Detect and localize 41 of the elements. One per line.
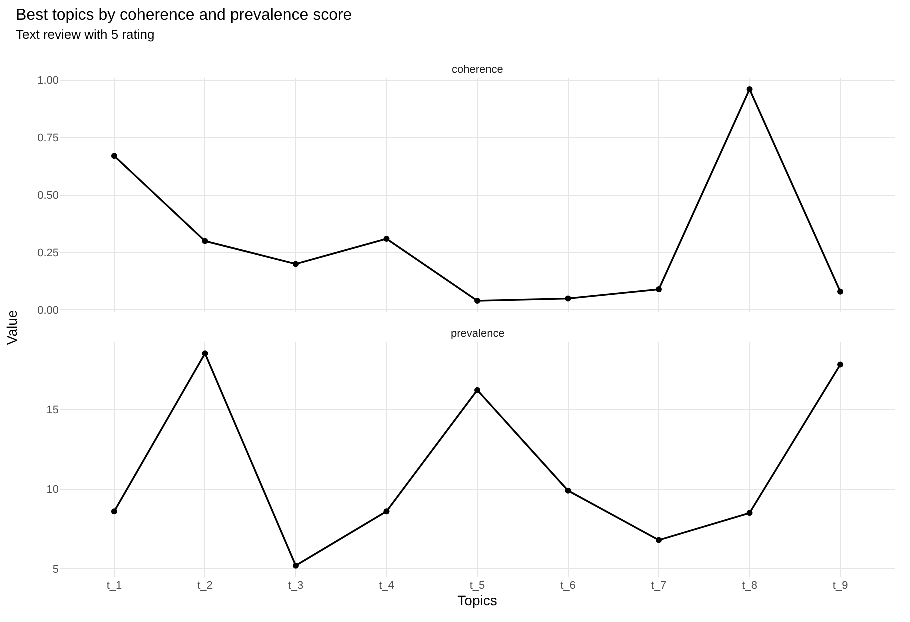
point	[656, 537, 662, 544]
x-tick-label: t_7	[651, 580, 667, 592]
point	[384, 508, 390, 515]
y-tick-label: 0.50	[38, 190, 59, 202]
y-axis-title: Value	[4, 310, 20, 346]
point	[746, 510, 753, 516]
point	[292, 562, 299, 569]
point	[474, 387, 480, 394]
point	[656, 286, 662, 293]
x-tick-label: t_1	[106, 580, 122, 592]
point	[202, 238, 208, 244]
chart-title: Best topics by coherence and prevalence score	[16, 7, 352, 24]
x-tick-label: t_5	[470, 580, 486, 592]
x-axis-title: Topics	[458, 592, 498, 608]
x-tick-label: t_4	[379, 580, 394, 592]
point	[474, 298, 480, 304]
chart-subtitle: Text review with 5 rating	[16, 27, 155, 42]
point	[565, 488, 572, 494]
x-tick-label: t_3	[288, 580, 304, 592]
point	[838, 362, 844, 368]
point	[292, 261, 299, 268]
y-tick-label: 15	[46, 404, 59, 416]
x-tick-label: t_8	[742, 580, 758, 592]
point	[565, 296, 572, 302]
y-tick-label: 5	[52, 564, 59, 576]
point	[384, 236, 390, 242]
point	[746, 86, 753, 92]
x-tick-label: t_6	[560, 580, 576, 592]
y-tick-label: 0.25	[38, 248, 59, 260]
point	[202, 350, 208, 357]
x-tick-label: t_2	[198, 580, 213, 592]
y-tick-label: 1.00	[38, 75, 59, 88]
point	[111, 153, 118, 160]
y-tick-label: 10	[46, 484, 59, 496]
point	[838, 288, 844, 295]
x-tick-label: t_9	[832, 580, 848, 592]
text: coherence	[452, 64, 504, 76]
text: prevalence	[451, 328, 505, 340]
y-tick-label: 0.75	[38, 132, 59, 145]
point	[111, 508, 118, 515]
y-tick-label: 0.00	[38, 305, 59, 318]
